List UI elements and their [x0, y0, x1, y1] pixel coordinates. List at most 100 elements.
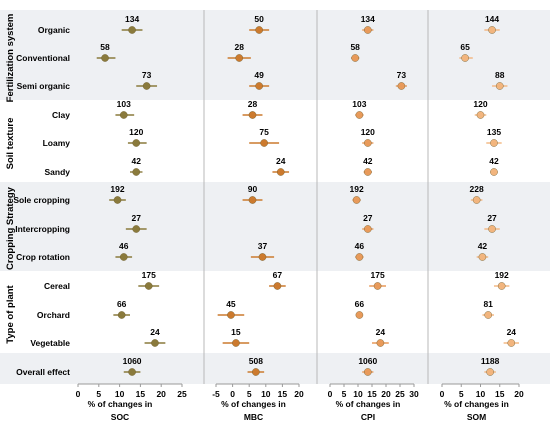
sample-size-label: 1188 — [481, 356, 500, 366]
sample-size-label: 45 — [226, 299, 236, 309]
sample-size-label: 24 — [276, 156, 286, 166]
panel-0: 0 5 10 15 20 25 % of changes in SOC 134 58 73 103 12… — [76, 14, 187, 422]
x-tick-label: 10 — [261, 389, 271, 399]
x-tick-label: -5 — [212, 389, 220, 399]
sample-size-label: 58 — [350, 42, 360, 52]
row-label: Conventional — [16, 53, 70, 63]
sample-size-label: 27 — [363, 213, 373, 223]
mean-point — [490, 168, 498, 176]
group-band-2 — [0, 353, 550, 384]
panel-3: 0 5 10 15 20 % of changes in SOM 144 65 88 120 135 4… — [440, 14, 524, 422]
mean-point — [227, 311, 235, 319]
panel-2: 0 5 10 15 20 25 30 % of changes in CPI 134 58 73 103… — [328, 14, 419, 422]
x-tick-label: 5 — [96, 389, 101, 399]
mean-point — [128, 26, 136, 34]
sample-size-label: 144 — [485, 14, 499, 24]
mean-point — [252, 368, 260, 376]
group-label-0: Fertilization system — [5, 14, 16, 103]
sample-size-label: 24 — [507, 327, 517, 337]
mean-point — [119, 253, 128, 261]
mean-point — [248, 196, 257, 204]
row-label: Sandy — [44, 167, 70, 177]
row-label: Overall effect — [16, 367, 70, 377]
mean-point — [273, 282, 282, 290]
mean-point — [355, 311, 364, 319]
x-tick-label: 20 — [294, 389, 304, 399]
mean-point — [351, 54, 360, 62]
sample-size-label: 42 — [478, 241, 488, 251]
mean-point — [472, 196, 481, 204]
sample-size-label: 73 — [397, 70, 407, 80]
mean-point — [363, 139, 372, 147]
x-tick-label: 25 — [177, 389, 187, 399]
mean-point — [128, 368, 136, 376]
mean-point — [113, 196, 122, 204]
x-tick-label: 15 — [367, 389, 377, 399]
mean-point — [363, 26, 372, 34]
mean-point — [132, 139, 141, 147]
x-axis-label: CPI — [361, 412, 375, 422]
mean-point — [397, 82, 406, 90]
sample-size-label: 81 — [483, 299, 493, 309]
mean-point — [255, 26, 263, 34]
row-label: Clay — [52, 110, 70, 120]
x-tick-label: 15 — [136, 389, 146, 399]
sample-size-label: 15 — [231, 327, 241, 337]
sample-size-label: 37 — [258, 241, 268, 251]
sample-size-label: 46 — [119, 241, 129, 251]
sample-size-label: 73 — [142, 70, 152, 80]
x-tick-label: 20 — [514, 389, 524, 399]
sample-size-label: 134 — [361, 14, 375, 24]
group-label-2: Cropping Strategy — [5, 186, 16, 270]
sample-size-label: 27 — [487, 213, 497, 223]
sample-size-label: 90 — [248, 184, 258, 194]
mean-point — [144, 282, 153, 290]
sample-size-label: 228 — [470, 184, 484, 194]
mean-point — [488, 225, 496, 233]
x-axis-label: MBC — [244, 412, 263, 422]
sample-size-label: 28 — [248, 99, 258, 109]
row-labels: Organic Conventional Semi organic Clay Loamy… — [13, 25, 70, 377]
sample-size-label: 1060 — [123, 356, 142, 366]
sample-size-label: 27 — [132, 213, 142, 223]
sample-size-label: 1060 — [358, 356, 377, 366]
x-axis-label: % of changes in — [88, 399, 153, 409]
mean-point — [486, 368, 494, 376]
sample-size-label: 134 — [125, 14, 139, 24]
group-bands — [0, 10, 550, 384]
sample-size-label: 24 — [376, 327, 386, 337]
mean-point — [151, 339, 159, 347]
row-label: Loamy — [43, 138, 71, 148]
x-tick-label: 5 — [459, 389, 464, 399]
sample-size-label: 66 — [355, 299, 365, 309]
row-label: Orchard — [37, 310, 70, 320]
x-tick-label: 15 — [495, 389, 505, 399]
mean-point — [132, 225, 141, 233]
mean-point — [235, 54, 244, 62]
sample-size-label: 58 — [100, 42, 110, 52]
sample-size-label: 120 — [473, 99, 487, 109]
panel-separators — [203, 10, 429, 384]
mean-point — [478, 253, 487, 261]
row-label: Semi organic — [17, 81, 71, 91]
sample-size-label: 135 — [487, 127, 501, 137]
mean-point — [495, 82, 504, 90]
x-axis-label: % of changes in — [444, 399, 509, 409]
sample-size-label: 24 — [150, 327, 160, 337]
group-label-1: Soil texture — [5, 118, 16, 170]
x-axis-label: SOM — [467, 412, 486, 422]
sample-size-label: 46 — [355, 241, 365, 251]
group-band-1 — [0, 182, 550, 271]
sample-size-label: 42 — [132, 156, 142, 166]
mean-point — [101, 54, 109, 62]
sample-size-label: 103 — [117, 99, 131, 109]
mean-point — [119, 111, 128, 119]
sample-size-label: 42 — [363, 156, 373, 166]
group-labels: Fertilization system Soil texture Cropping… — [5, 14, 16, 344]
sample-size-label: 66 — [117, 299, 127, 309]
mean-point — [248, 111, 257, 119]
mean-point — [355, 111, 364, 119]
mean-point — [373, 282, 382, 290]
chart-panels: 0 5 10 15 20 25% of changes inSOC134587310312… — [76, 14, 524, 422]
